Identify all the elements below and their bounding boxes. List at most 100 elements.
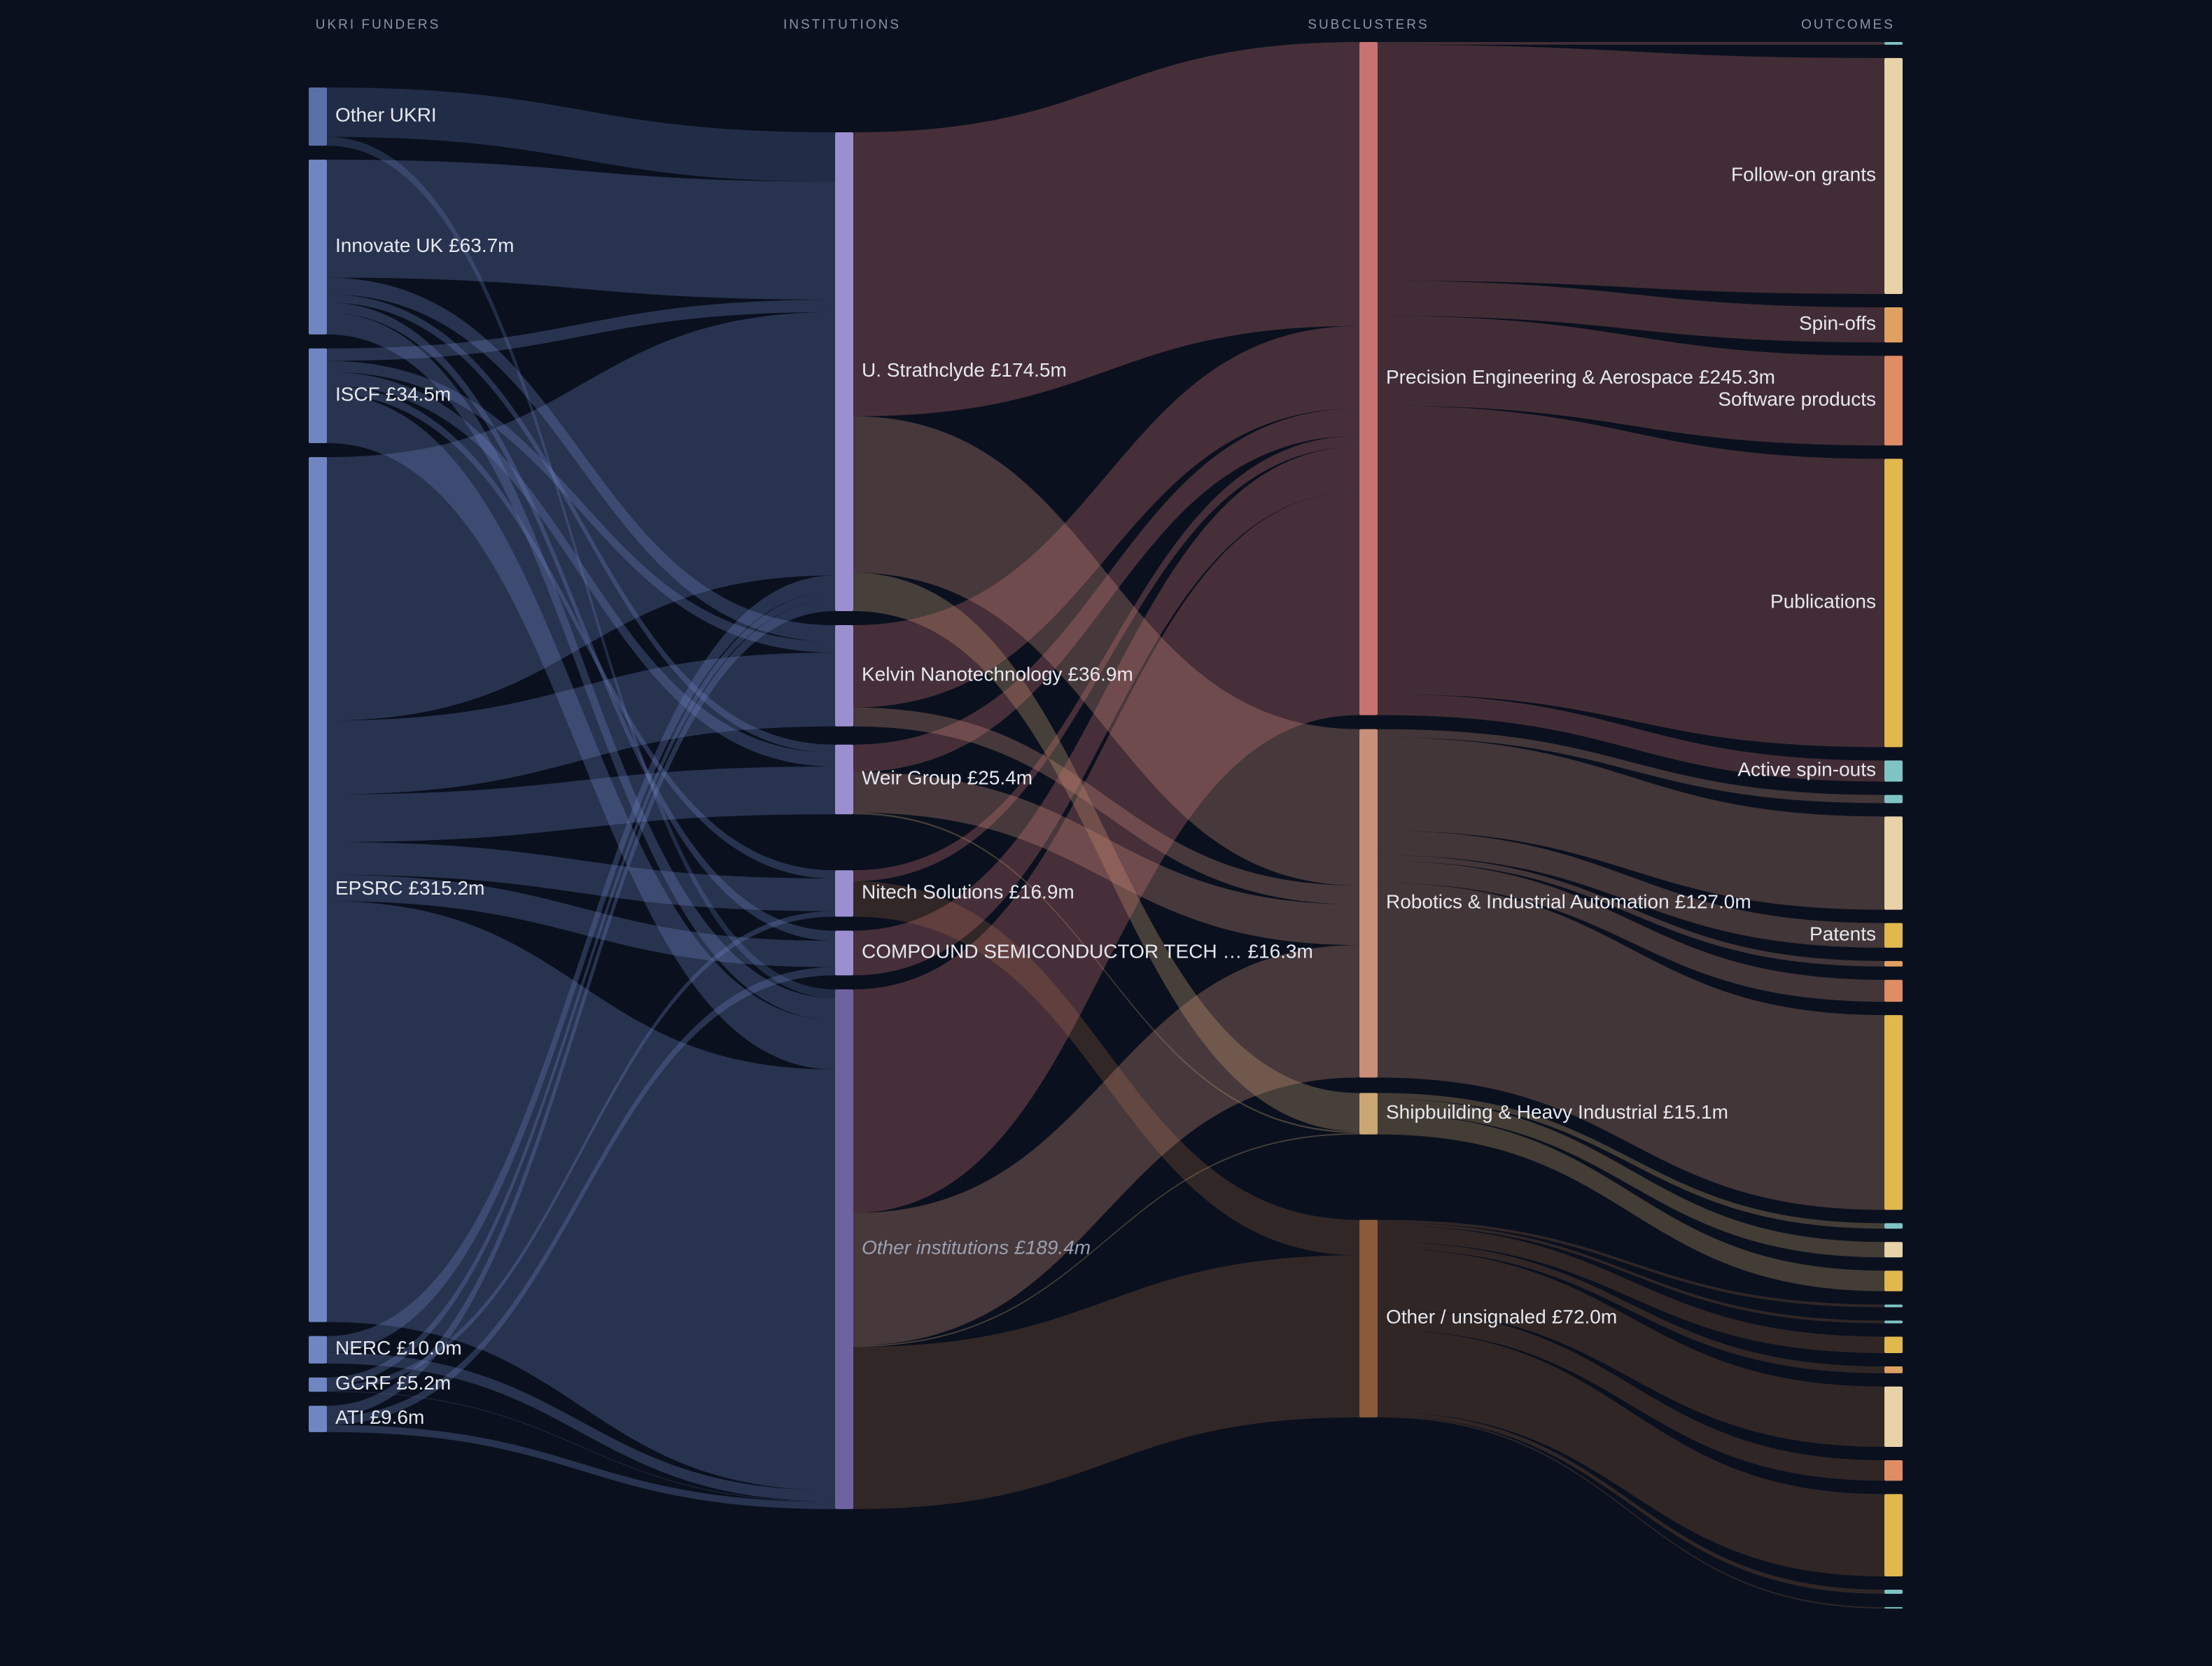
- node-bar: [1884, 1460, 1903, 1481]
- node-bar: [1884, 1270, 1903, 1292]
- flow: [327, 88, 835, 182]
- flow: [1378, 855, 1884, 967]
- node-bar: [1884, 960, 1903, 967]
- node-label: Shipbuilding & Heavy Industrial £15.1m: [1386, 1101, 1728, 1123]
- node-label: Precision Engineering & Aerospace £245.3m: [1386, 366, 1775, 388]
- node-bar: [309, 348, 327, 444]
- flow: [1378, 44, 1884, 295]
- node-bar: [309, 160, 327, 335]
- flow: [853, 416, 1359, 886]
- flow: [1378, 42, 1884, 45]
- flow: [327, 1424, 835, 1509]
- flow: [327, 842, 835, 911]
- flow: [1378, 1241, 1884, 1373]
- node-bar: [1884, 794, 1903, 804]
- column-header: SUBCLUSTERS: [1308, 18, 1429, 32]
- flow: [1378, 1098, 1884, 1258]
- flow: [1378, 405, 1884, 748]
- flow: [327, 385, 835, 879]
- flow: [853, 573, 1359, 1132]
- node-name: Follow-on grants: [1731, 164, 1876, 186]
- node-value-label: £72.0m: [1552, 1306, 1617, 1328]
- flow: [1378, 1219, 1884, 1308]
- nodes: [309, 42, 1903, 1609]
- node-bar: [835, 989, 853, 1509]
- node-name: EPSRC: [335, 877, 402, 899]
- node-bar: [1359, 42, 1378, 715]
- node-name: Other / unsignaled: [1386, 1306, 1546, 1328]
- node-bar: [1359, 1093, 1378, 1135]
- flow: [327, 302, 835, 941]
- node-name: GCRF: [335, 1372, 391, 1394]
- flow: [327, 592, 835, 1386]
- node-name: Precision Engineering & Aerospace: [1386, 366, 1693, 388]
- flow: [327, 967, 835, 1425]
- node-bar: [309, 1406, 327, 1432]
- node-label: Other / unsignaled £72.0m: [1386, 1306, 1617, 1328]
- flow: [853, 1255, 1359, 1509]
- node-label: U. Strathclyde £174.5m: [862, 359, 1067, 381]
- node-bar: [1884, 1606, 1903, 1609]
- flow: [853, 42, 1359, 416]
- flow: [853, 447, 1359, 976]
- node-bar: [1884, 356, 1903, 446]
- column-header: OUTCOMES: [1801, 18, 1895, 32]
- flow: [1378, 1093, 1884, 1229]
- flow: [327, 294, 835, 753]
- node-name: Publications: [1770, 591, 1876, 612]
- flow: [853, 812, 1359, 1133]
- node-name: NERC: [335, 1338, 391, 1359]
- node-name: Nitech Solutions: [862, 881, 1003, 903]
- flow: [327, 160, 835, 300]
- node-value-label: £10.0m: [396, 1338, 461, 1359]
- flow: [327, 393, 835, 1070]
- flow: [853, 326, 1359, 708]
- node-value-label: £245.3m: [1699, 366, 1775, 388]
- node-name: ISCF: [335, 384, 380, 405]
- flow: [853, 435, 1359, 881]
- node-value-label: £25.4m: [967, 767, 1032, 789]
- node-value-label: £315.2m: [408, 877, 484, 899]
- node-label: ATI £9.6m: [335, 1406, 424, 1428]
- flow: [1378, 860, 1884, 1002]
- node-value-label: £15.1m: [1663, 1101, 1728, 1123]
- node-label: GCRF £5.2m: [335, 1372, 451, 1394]
- node-bar: [1884, 458, 1903, 748]
- node-bar: [1884, 42, 1903, 45]
- flow: [853, 881, 1359, 1256]
- flow: [853, 491, 1359, 1213]
- node-bar: [1884, 1494, 1903, 1577]
- flow: [327, 1391, 835, 1502]
- node-bar: [1884, 1304, 1903, 1308]
- node-bar: [1884, 760, 1903, 782]
- node-label: Weir Group £25.4m: [862, 767, 1032, 789]
- node-label: Active spin-outs: [1737, 759, 1876, 780]
- flow: [1378, 1415, 1884, 1609]
- node-bar: [835, 625, 853, 727]
- node-name: Shipbuilding & Heavy Industrial: [1386, 1101, 1658, 1123]
- node-label: Other UKRI: [335, 104, 437, 126]
- flow: [327, 1352, 835, 1502]
- node-name: Active spin-outs: [1737, 759, 1876, 780]
- node-bar: [835, 930, 853, 976]
- column-header: UKRI FUNDERS: [316, 18, 441, 32]
- flow: [327, 312, 835, 1021]
- node-label: Nitech Solutions £16.9m: [862, 881, 1074, 903]
- node-name: Other UKRI: [335, 104, 437, 126]
- column-header: INSTITUTIONS: [783, 18, 901, 32]
- node-label: Follow-on grants: [1731, 164, 1876, 186]
- flow: [327, 136, 835, 998]
- flow: [1378, 1222, 1884, 1324]
- node-name: Weir Group: [862, 767, 962, 789]
- node-bar: [309, 88, 327, 146]
- flow: [327, 652, 835, 794]
- flow: [1378, 737, 1884, 910]
- flow: [853, 771, 1359, 946]
- node-label: COMPOUND SEMICONDUCTOR TECH … £16.3m: [862, 941, 1313, 962]
- node-value-label: £189.4m: [1014, 1237, 1091, 1259]
- node-name: U. Strathclyde: [862, 359, 985, 381]
- node-value-label: £16.3m: [1247, 941, 1312, 962]
- node-bar: [1884, 1366, 1903, 1373]
- node-name: Robotics & Industrial Automation: [1386, 891, 1670, 913]
